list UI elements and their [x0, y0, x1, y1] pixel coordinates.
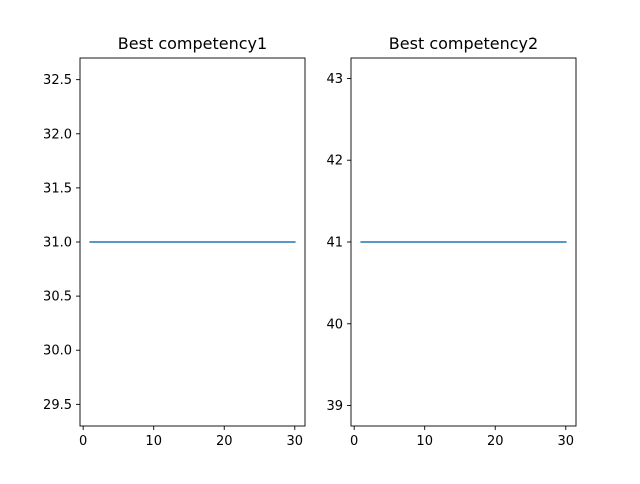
y-tick-label: 40: [326, 317, 343, 332]
x-tick-label: 30: [557, 434, 574, 449]
y-tick-label: 32.0: [43, 127, 72, 142]
x-tick-label: 10: [145, 434, 162, 449]
x-tick-label: 0: [350, 434, 358, 449]
y-tick-label: 41: [326, 236, 343, 251]
x-tick-label: 20: [216, 434, 233, 449]
x-tick-label: 20: [487, 434, 504, 449]
chart-title: Best competency1: [118, 34, 267, 53]
x-tick-label: 30: [286, 434, 303, 449]
x-tick-label: 10: [416, 434, 433, 449]
y-tick-label: 43: [326, 72, 343, 87]
y-tick-label: 31.5: [43, 181, 72, 196]
axes-frame: [350, 57, 577, 427]
axes-frame: [79, 57, 306, 427]
y-tick-label: 42: [326, 154, 343, 169]
chart-panel-2: Best competency2 0 10 20 30 39 40 41 42 43: [326, 34, 577, 449]
y-tick-label: 30.5: [43, 290, 72, 305]
chart-panel-1: Best competency1 0 10 20 30 29.5 30.0 30.5 31.0 3…: [43, 34, 306, 449]
y-tick-label: 29.5: [43, 398, 72, 413]
chart-title: Best competency2: [389, 34, 538, 53]
x-tick-label: 0: [79, 434, 87, 449]
y-tick-label: 32.5: [43, 73, 72, 88]
y-tick-label: 31.0: [43, 236, 72, 251]
y-tick-label: 30.0: [43, 344, 72, 359]
y-tick-label: 39: [326, 399, 343, 414]
